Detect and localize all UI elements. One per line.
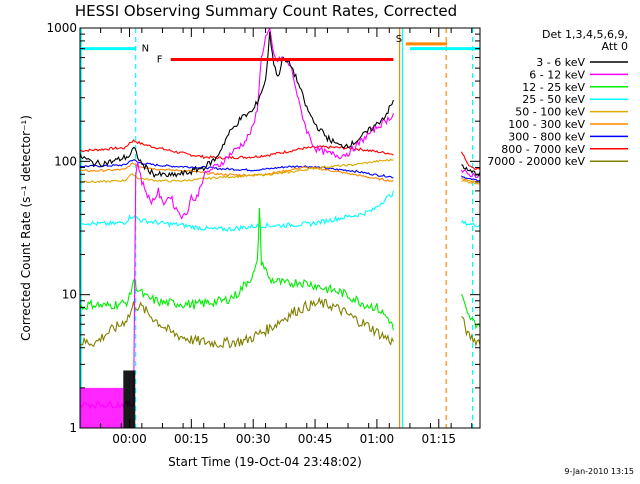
legend-label-12-25-kev: 12 - 25 keV [522, 81, 585, 94]
series-line-50-100-kev [80, 158, 394, 184]
series-group [80, 28, 480, 428]
y-tick-label: 10 [62, 288, 77, 302]
series-line-after-gap-50-100-kev [461, 179, 480, 185]
legend-header-attenuator: Att 0 [602, 40, 628, 53]
legend-label-7000-20000-kev: 7000 - 20000 keV [487, 155, 585, 168]
series-line-300-800-kev [80, 159, 394, 179]
x-tick-label: 01:00 [360, 432, 395, 446]
series-line-12-25-kev [80, 207, 394, 331]
series-line-100-300-kev [80, 162, 394, 182]
legend-label-50-100-kev: 50 - 100 keV [515, 106, 585, 119]
x-axis-label: Start Time (19-Oct-04 23:48:02) [168, 455, 362, 469]
series-line-7000-20000-kev [80, 296, 394, 349]
low-count-block-3-6-kev [123, 370, 136, 428]
footer-date: 9-Jan-2010 13:15 [564, 467, 634, 476]
series-line-after-gap-25-50-kev [460, 219, 480, 228]
series-line-800-7000-kev [80, 138, 394, 160]
series-line-after-gap-300-800-kev [461, 175, 480, 182]
series-line-after-gap-800-7000-kev [460, 151, 480, 171]
x-tick-label: 00:30 [236, 432, 271, 446]
y-tick-label: 1 [69, 421, 77, 435]
x-tick-label: 00:00 [112, 432, 147, 446]
series-line-25-50-kev [80, 190, 394, 232]
x-tick-label: 00:45 [298, 432, 333, 446]
legend-label-25-50-kev: 25 - 50 keV [522, 93, 585, 106]
legend-label-6-12-kev: 6 - 12 keV [529, 68, 585, 81]
series-line-after-gap-6-12-kev [460, 169, 480, 179]
y-axis-label: Corrected Count Rate (s⁻¹ detector⁻¹) [19, 115, 33, 341]
low-count-block-6-12-kev [80, 387, 124, 428]
x-tick-label: 01:15 [421, 432, 456, 446]
legend-label-800-7000-kev: 800 - 7000 keV [501, 143, 585, 156]
flag-label-f: F [157, 55, 163, 66]
series-line-after-gap-7000-20000-kev [461, 316, 480, 347]
flag-label-n: N [142, 44, 149, 55]
plot-layer: NF S [80, 28, 480, 428]
plot-frame [79, 27, 481, 429]
x-tick-label: 00:15 [174, 432, 209, 446]
legend-label-100-300-kev: 100 - 300 keV [508, 118, 585, 131]
chart-title: HESSI Observing Summary Count Rates, Cor… [75, 2, 457, 20]
legend-header-detectors: Det 1,3,4,5,6,9, [542, 28, 628, 41]
legend-label-300-800-kev: 300 - 800 keV [508, 130, 585, 143]
series-line-after-gap-12-25-kev [460, 293, 480, 330]
series-line-3-6-kev [80, 31, 394, 179]
y-tick-label: 1000 [46, 21, 77, 35]
legend-label-3-6-kev: 3 - 6 keV [536, 56, 585, 69]
y-tick-label: 100 [54, 154, 77, 168]
flag-label-s: S [396, 34, 402, 45]
axis-ticks: 1 10 100 1000 00:00 00:15 00:30 00:45 01:00 01:15 [46, 21, 480, 446]
